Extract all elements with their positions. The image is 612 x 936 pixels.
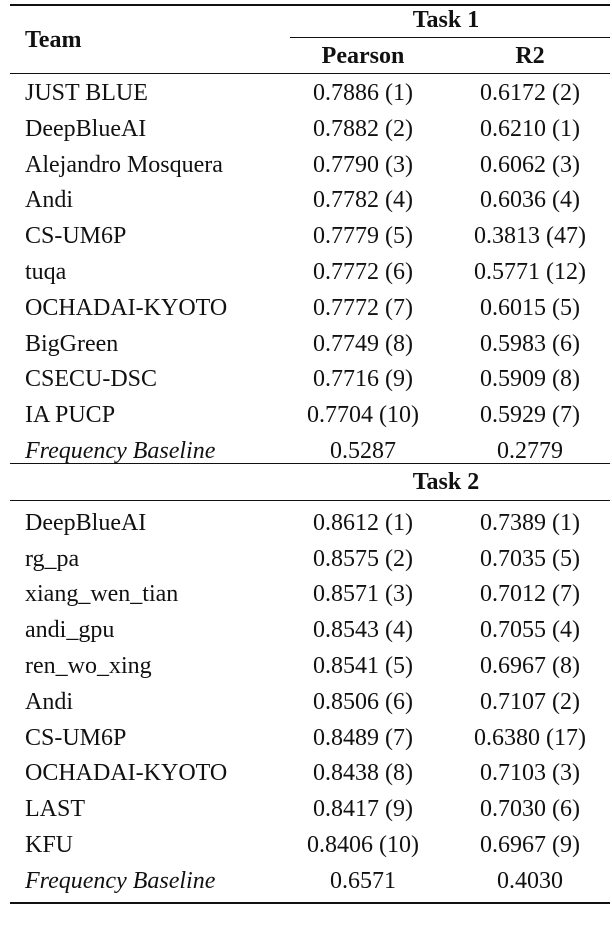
r2-cell: 0.6015 (5) bbox=[480, 294, 580, 321]
team-cell: JUST BLUE bbox=[25, 80, 148, 106]
team-cell: LAST bbox=[25, 796, 85, 823]
r2-cell: 0.7012 (7) bbox=[480, 581, 580, 608]
pearson-cell: 0.8438 (8) bbox=[313, 760, 413, 787]
team-cell: rg_pa bbox=[25, 545, 80, 572]
team-cell: OCHADAI-KYOTO bbox=[25, 294, 228, 321]
r2-cell: 0.6967 (8) bbox=[480, 653, 580, 679]
team-cell: DeepBlueAI bbox=[25, 509, 147, 536]
team-cell: DeepBlueAI bbox=[25, 115, 147, 142]
sub-rule bbox=[290, 37, 610, 38]
pearson-cell: 0.7772 (6) bbox=[313, 259, 413, 285]
team-cell: Frequency Baseline bbox=[25, 438, 216, 464]
section-rule bbox=[10, 499, 610, 501]
team-cell: Alejandro Mosquera bbox=[25, 151, 223, 178]
team-cell: ren_wo_xing bbox=[25, 653, 152, 679]
team-cell: Frequency Baseline bbox=[25, 867, 216, 894]
pearson-cell: 0.7716 (9) bbox=[313, 366, 413, 393]
header-rule bbox=[10, 73, 610, 74]
section-title: Task 2 bbox=[412, 468, 480, 495]
r2-cell: 0.7107 (2) bbox=[480, 688, 580, 715]
pearson-cell: 0.7749 (8) bbox=[313, 330, 413, 357]
team-cell: BigGreen bbox=[25, 330, 119, 357]
pearson-cell: 0.8612 (1) bbox=[313, 509, 413, 536]
team-cell: KFU bbox=[25, 832, 74, 858]
r2-cell: 0.7030 (6) bbox=[480, 796, 580, 823]
pearson-cell: 0.7882 (2) bbox=[313, 115, 413, 142]
header-team: Team bbox=[25, 27, 82, 53]
header-pearson: Pearson bbox=[321, 43, 405, 69]
r2-cell: 0.7103 (3) bbox=[480, 760, 580, 787]
r2-cell: 0.4030 bbox=[497, 867, 563, 894]
r2-cell: 0.7035 (5) bbox=[480, 545, 580, 572]
pearson-cell: 0.8506 (6) bbox=[313, 688, 413, 715]
r2-cell: 0.7389 (1) bbox=[480, 509, 580, 536]
pearson-cell: 0.8489 (7) bbox=[313, 724, 413, 751]
team-cell: CS-UM6P bbox=[25, 223, 127, 250]
pearson-cell: 0.7704 (10) bbox=[307, 402, 419, 429]
r2-cell: 0.6210 (1) bbox=[480, 115, 580, 142]
pearson-cell: 0.8571 (3) bbox=[313, 581, 413, 608]
r2-cell: 0.6967 (9) bbox=[480, 832, 580, 858]
r2-cell: 0.3813 (47) bbox=[474, 223, 586, 250]
section-rule bbox=[10, 462, 610, 464]
team-cell: Andi bbox=[25, 688, 73, 715]
r2-cell: 0.2779 bbox=[497, 438, 563, 464]
r2-cell: 0.5929 (7) bbox=[480, 402, 580, 429]
header-r2: R2 bbox=[515, 43, 545, 69]
r2-cell: 0.5983 (6) bbox=[480, 330, 580, 357]
r2-cell: 0.6062 (3) bbox=[480, 151, 580, 178]
section-title: Task 1 bbox=[412, 7, 480, 33]
pearson-cell: 0.8541 (5) bbox=[313, 653, 413, 679]
team-cell: CS-UM6P bbox=[25, 724, 127, 751]
team-cell: OCHADAI-KYOTO bbox=[25, 760, 228, 787]
pearson-cell: 0.8406 (10) bbox=[307, 832, 419, 858]
team-cell: CSECU-DSC bbox=[25, 366, 158, 393]
r2-cell: 0.6380 (17) bbox=[474, 724, 586, 751]
r2-cell: 0.5771 (12) bbox=[474, 259, 586, 285]
team-cell: tuqa bbox=[25, 259, 67, 285]
bottom-rule bbox=[10, 901, 610, 904]
pearson-cell: 0.7790 (3) bbox=[313, 151, 413, 178]
r2-cell: 0.5909 (8) bbox=[480, 366, 580, 393]
pearson-cell: 0.7782 (4) bbox=[313, 187, 413, 214]
pearson-cell: 0.6571 bbox=[330, 867, 396, 894]
team-cell: andi_gpu bbox=[25, 617, 115, 644]
r2-cell: 0.7055 (4) bbox=[480, 617, 580, 644]
pearson-cell: 0.8543 (4) bbox=[313, 617, 413, 644]
pearson-cell: 0.8417 (9) bbox=[313, 796, 413, 823]
pearson-cell: 0.8575 (2) bbox=[313, 545, 413, 572]
team-cell: IA PUCP bbox=[25, 402, 116, 429]
pearson-cell: 0.7779 (5) bbox=[313, 223, 413, 250]
r2-cell: 0.6036 (4) bbox=[480, 187, 580, 214]
pearson-cell: 0.7886 (1) bbox=[313, 80, 413, 106]
team-cell: xiang_wen_tian bbox=[25, 581, 179, 608]
r2-cell: 0.6172 (2) bbox=[480, 80, 580, 106]
pearson-cell: 0.5287 bbox=[330, 438, 396, 464]
team-cell: Andi bbox=[25, 187, 73, 214]
top-rule bbox=[10, 4, 610, 6]
pearson-cell: 0.7772 (7) bbox=[313, 294, 413, 321]
